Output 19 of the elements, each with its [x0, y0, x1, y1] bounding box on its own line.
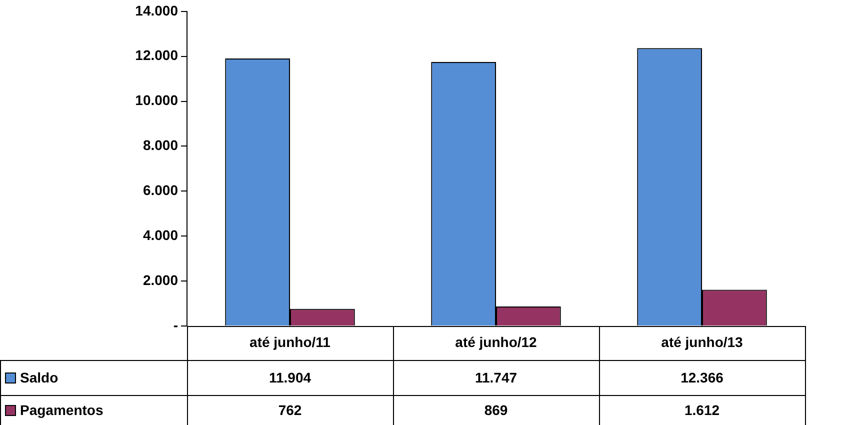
x-tick-label: até junho/11	[250, 334, 331, 350]
y-tick-label: 8.000	[142, 137, 178, 154]
x-tick-label: até junho/12	[455, 334, 538, 350]
data-label: 11.747	[474, 369, 518, 386]
data-label: 1.612	[684, 402, 720, 418]
y-tick-label: 6.000	[142, 182, 178, 198]
y-tick-label: 14.000	[135, 2, 178, 18]
y-tick-label: -	[173, 316, 178, 333]
data-label: 11.904	[268, 369, 312, 386]
data-label: 762	[278, 402, 302, 418]
data-label: 12.366	[680, 369, 724, 386]
legend-label: Pagamentos	[20, 402, 104, 418]
y-tick-label: 10.000	[135, 92, 178, 108]
data-label: 869	[484, 402, 508, 418]
legend-label: Saldo	[20, 369, 58, 386]
x-tick-label: até junho/13	[661, 334, 744, 350]
y-tick-label: 4.000	[142, 226, 178, 243]
y-tick-label: 2.000	[142, 272, 178, 288]
y-tick-label: 12.000	[135, 47, 178, 64]
